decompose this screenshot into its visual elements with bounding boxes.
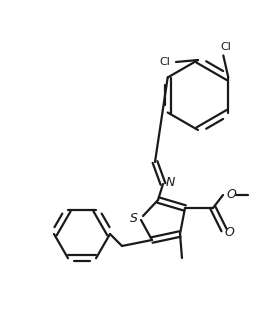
Text: O: O	[226, 189, 236, 202]
Text: N: N	[165, 175, 175, 189]
Text: Cl: Cl	[221, 42, 232, 53]
Text: Cl: Cl	[160, 57, 171, 67]
Text: S: S	[130, 211, 138, 225]
Text: O: O	[224, 226, 234, 240]
